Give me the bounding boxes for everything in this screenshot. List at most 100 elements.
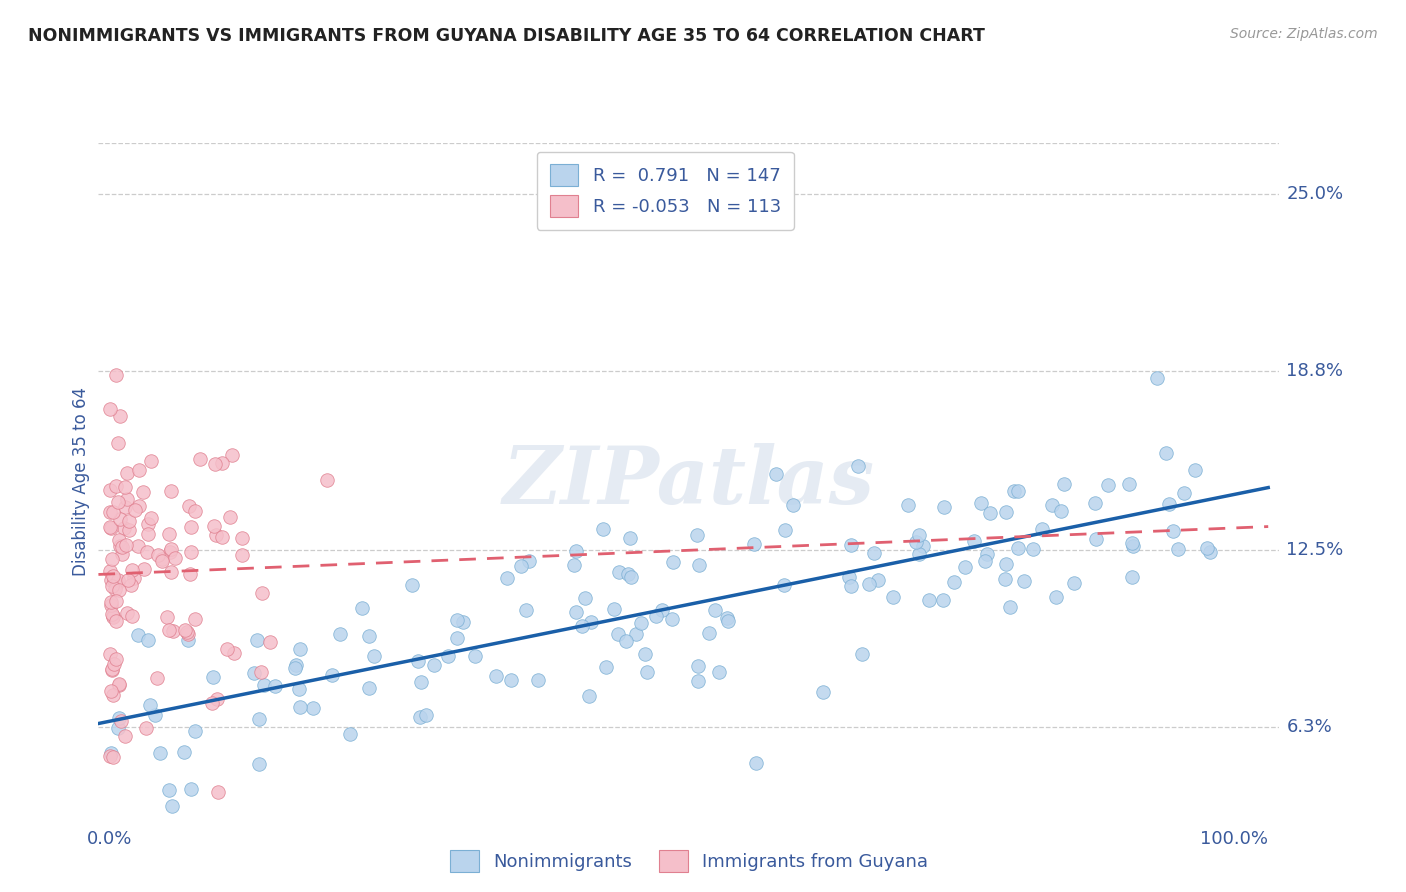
Point	[105, 368, 128, 383]
Point	[446, 613, 468, 627]
Point	[104, 594, 127, 608]
Point	[111, 541, 134, 555]
Point	[150, 554, 173, 568]
Point	[103, 657, 125, 671]
Point	[100, 573, 122, 587]
Point	[108, 409, 131, 424]
Point	[1053, 477, 1076, 491]
Point	[661, 612, 683, 626]
Point	[201, 696, 224, 710]
Point	[160, 799, 183, 814]
Point	[173, 745, 195, 759]
Point	[565, 543, 588, 558]
Point	[1173, 486, 1195, 500]
Point	[994, 557, 1017, 571]
Point	[288, 642, 311, 657]
Legend: Nonimmigrants, Immigrants from Guyana: Nonimmigrants, Immigrants from Guyana	[443, 843, 935, 880]
Point	[974, 554, 997, 568]
Point	[101, 552, 124, 566]
Point	[614, 634, 637, 648]
Text: 18.8%: 18.8%	[1286, 361, 1344, 380]
Point	[624, 626, 647, 640]
Point	[1154, 445, 1177, 459]
Point	[108, 678, 131, 692]
Point	[118, 515, 141, 529]
Point	[686, 528, 709, 542]
Point	[620, 570, 643, 584]
Point	[103, 573, 125, 587]
Point	[645, 609, 668, 624]
Point	[1012, 574, 1035, 589]
Point	[339, 726, 361, 740]
Point	[592, 522, 614, 536]
Point	[765, 467, 787, 482]
Point	[177, 627, 200, 641]
Point	[686, 673, 709, 688]
Point	[98, 564, 121, 578]
Point	[115, 492, 138, 507]
Point	[862, 546, 884, 560]
Point	[401, 578, 423, 592]
Point	[207, 785, 229, 799]
Point	[120, 577, 142, 591]
Point	[636, 665, 658, 679]
Point	[100, 684, 122, 698]
Point	[1049, 504, 1071, 518]
Point	[264, 679, 287, 693]
Point	[284, 657, 307, 672]
Point	[574, 591, 596, 606]
Point	[145, 708, 167, 723]
Point	[205, 528, 228, 542]
Point	[406, 655, 429, 669]
Point	[363, 648, 385, 663]
Point	[415, 708, 437, 723]
Point	[409, 675, 432, 690]
Point	[121, 563, 143, 577]
Point	[350, 601, 373, 615]
Point	[315, 473, 337, 487]
Point	[108, 582, 131, 597]
Point	[688, 658, 710, 673]
Point	[173, 624, 195, 638]
Point	[1031, 523, 1053, 537]
Point	[136, 633, 159, 648]
Point	[1121, 536, 1143, 550]
Point	[979, 506, 1001, 520]
Point	[578, 689, 600, 703]
Point	[215, 642, 238, 657]
Point	[128, 499, 150, 513]
Point	[329, 627, 352, 641]
Point	[882, 591, 904, 605]
Point	[115, 538, 138, 552]
Point	[357, 629, 380, 643]
Point	[110, 714, 132, 728]
Point	[851, 647, 873, 661]
Point	[907, 527, 929, 541]
Point	[204, 458, 226, 472]
Point	[897, 498, 920, 512]
Point	[562, 558, 585, 572]
Point	[100, 520, 122, 534]
Point	[501, 673, 523, 687]
Point	[970, 496, 993, 510]
Point	[998, 600, 1021, 615]
Point	[157, 623, 180, 637]
Point	[159, 545, 181, 559]
Point	[115, 606, 138, 620]
Point	[1146, 371, 1168, 385]
Point	[1063, 576, 1085, 591]
Point	[515, 603, 537, 617]
Point	[127, 628, 149, 642]
Point	[180, 520, 202, 534]
Point	[953, 559, 976, 574]
Point	[846, 459, 869, 474]
Point	[409, 710, 432, 724]
Point	[321, 667, 343, 681]
Point	[905, 534, 928, 549]
Point	[813, 685, 835, 699]
Point	[135, 545, 157, 559]
Point	[211, 530, 233, 544]
Point	[176, 632, 198, 647]
Point	[838, 570, 860, 584]
Point	[782, 498, 804, 512]
